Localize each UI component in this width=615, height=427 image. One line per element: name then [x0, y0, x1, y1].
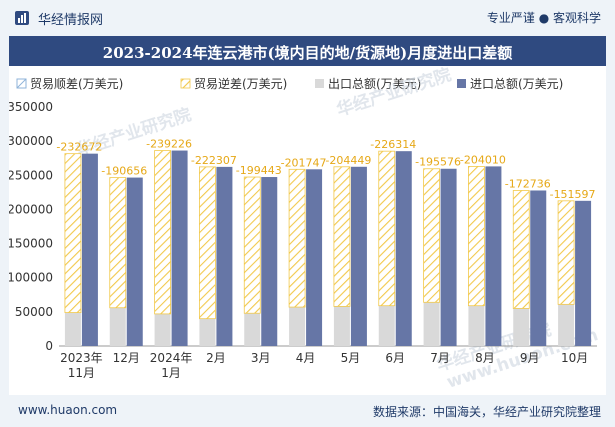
deficit-bar — [64, 153, 82, 313]
x-tick-label: 5月 — [341, 351, 361, 365]
import-bar — [261, 177, 278, 346]
website-url: www.huaon.com — [18, 403, 118, 417]
deficit-data-label: -232672 — [56, 141, 102, 154]
x-tick-label: 8月 — [475, 351, 495, 365]
x-tick-label: 4月 — [296, 351, 316, 365]
legend-import-swatch — [457, 79, 466, 88]
deficit-data-label: -195576 — [415, 156, 461, 169]
import-bar — [440, 168, 457, 346]
watermark-text: 华经产业研究院 — [334, 66, 454, 121]
data-source: 数据来源：中国海关，华经产业研究院整理 — [372, 405, 601, 419]
deficit-data-label: -204010 — [460, 153, 506, 166]
x-tick-label: 10月 — [561, 351, 588, 365]
deficit-bar — [199, 166, 216, 320]
x-tick-label: 3月 — [251, 351, 271, 365]
import-bar — [216, 166, 233, 346]
y-tick-label: 250000 — [9, 168, 53, 182]
y-tick-label: 50000 — [15, 305, 53, 319]
legend-deficit-swatch — [180, 78, 191, 89]
deficit-data-label: -199443 — [236, 164, 282, 177]
deficit-data-label: -222307 — [191, 154, 237, 167]
y-tick-label: 300000 — [9, 134, 53, 148]
legend-export-label: 出口总额(万美元) — [328, 77, 421, 91]
export-bar — [244, 313, 261, 346]
legend-surplus-swatch-line — [16, 78, 27, 89]
y-tick-label: 0 — [45, 339, 53, 353]
deficit-bar — [468, 166, 485, 307]
export-bar — [154, 313, 171, 346]
legend-export-swatch — [315, 79, 324, 88]
bar-chart: 贸易顺差(万美元) 贸易逆差(万美元) 出口总额(万美元) 进口总额(万美元) 华经产业… — [9, 66, 601, 393]
deficit-data-label: -204449 — [325, 154, 371, 167]
export-bar — [423, 302, 440, 346]
y-tick-label: 350000 — [9, 100, 53, 114]
deficit-bar — [557, 200, 575, 305]
deficit-bar — [288, 168, 306, 308]
import-bar — [126, 177, 143, 346]
export-bar — [109, 307, 126, 346]
legend-import-label: 进口总额(万美元) — [470, 77, 563, 91]
x-tick-label: 7月 — [430, 351, 450, 365]
export-bar — [468, 305, 485, 346]
x-tick-label: 9月 — [520, 351, 540, 365]
chart-panel: 贸易顺差(万美元) 贸易逆差(万美元) 出口总额(万美元) 进口总额(万美元) 华经产业… — [9, 66, 606, 395]
export-bar — [64, 312, 81, 346]
deficit-bar — [154, 150, 171, 315]
deficit-bar — [423, 168, 440, 303]
x-tick-label: 2月 — [206, 351, 226, 365]
deficit-bar — [512, 190, 530, 309]
x-tick-label: 12月 — [113, 351, 140, 365]
y-tick-label: 100000 — [9, 271, 53, 285]
deficit-data-label: -201747 — [281, 156, 327, 169]
tagline: 专业严谨 ● 客观科学 — [486, 11, 601, 25]
logo-icon — [15, 11, 29, 25]
import-bar — [485, 166, 502, 346]
x-tick-label: 6月 — [385, 351, 405, 365]
deficit-data-label: -172736 — [505, 177, 551, 190]
brand-name: 华经情报网 — [38, 13, 104, 28]
export-bar — [289, 307, 306, 346]
footer: www.huaon.com 数据来源：中国海关，华经产业研究院整理 — [0, 395, 615, 427]
chart-title: 2023-2024年连云港市(境内目的地/货源地)月度进出口差额 — [102, 44, 513, 62]
deficit-bar — [109, 177, 127, 309]
import-bar — [81, 153, 98, 346]
export-bar — [199, 318, 216, 346]
y-tick-label: 200000 — [9, 202, 53, 216]
import-bar — [350, 166, 367, 346]
import-bar — [575, 200, 592, 346]
export-bar — [378, 305, 395, 346]
title-bar: 2023-2024年连云港市(境内目的地/货源地)月度进出口差额 — [9, 36, 606, 66]
deficit-bar — [333, 166, 351, 307]
import-bar — [395, 151, 412, 346]
top-bar: 华经情报网 专业严谨 ● 客观科学 — [0, 0, 615, 36]
export-bar — [513, 308, 530, 346]
import-bar — [306, 169, 323, 346]
x-tick-label: 2024年 1月 — [150, 351, 193, 380]
deficit-bar — [243, 176, 261, 314]
legend-surplus-label: 贸易顺差(万美元) — [30, 77, 123, 91]
deficit-data-label: -226314 — [370, 138, 416, 151]
deficit-data-label: -151597 — [550, 188, 596, 201]
legend-deficit-label: 贸易逆差(万美元) — [194, 76, 287, 91]
export-bar — [558, 304, 575, 346]
x-tick-label: 2023年 11月 — [60, 351, 103, 380]
deficit-bar — [378, 150, 396, 307]
deficit-data-label: -190656 — [101, 165, 147, 178]
import-bar — [530, 190, 547, 346]
import-bar — [171, 150, 188, 346]
y-tick-label: 150000 — [9, 237, 53, 251]
deficit-data-label: -239226 — [146, 138, 192, 151]
export-bar — [333, 306, 350, 346]
